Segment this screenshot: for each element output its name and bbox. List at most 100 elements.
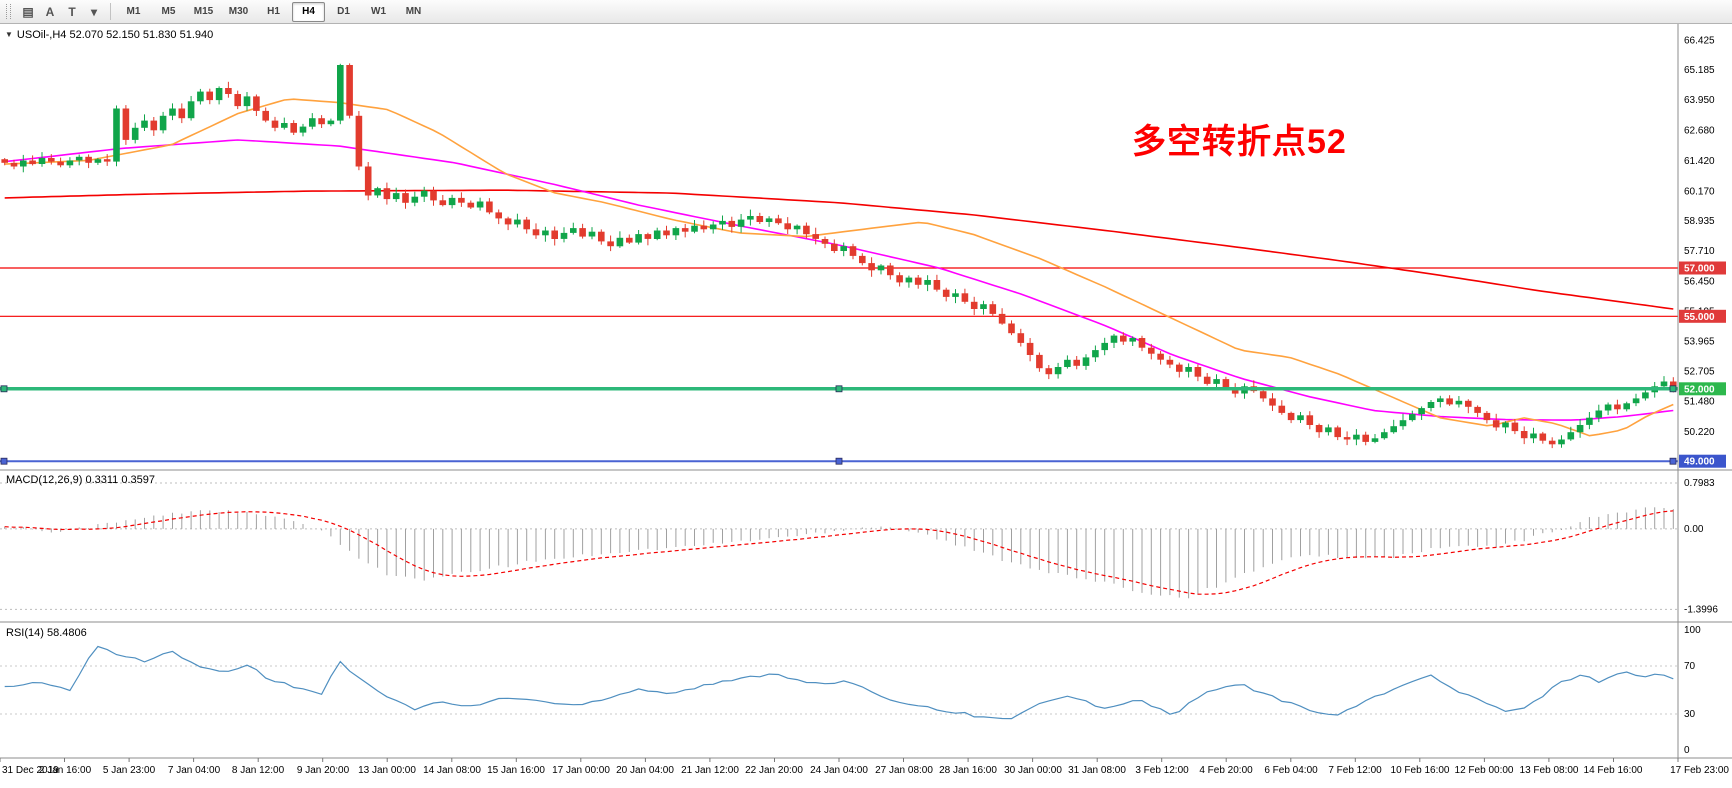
line-handle — [1669, 385, 1677, 393]
svg-text:52.000: 52.000 — [1684, 384, 1715, 395]
price-badge-52.000: 52.000 — [1679, 382, 1726, 396]
svg-text:61.420: 61.420 — [1684, 156, 1715, 167]
chart-annotation-text: 多空转折点52 — [1132, 123, 1347, 161]
svg-text:12 Feb 00:00: 12 Feb 00:00 — [1455, 765, 1514, 776]
toolbar-grip[interactable] — [6, 4, 11, 19]
toolbar-icons: ▤ A T ▾ — [17, 2, 105, 21]
timeframe-button-h1[interactable]: H1 — [267, 6, 280, 17]
svg-text:60.170: 60.170 — [1684, 186, 1715, 197]
svg-text:65.185: 65.185 — [1684, 65, 1715, 76]
svg-text:-1.3996: -1.3996 — [1684, 604, 1718, 615]
timeframe-button-m30[interactable]: M30 — [228, 6, 249, 17]
annotate-text-icon[interactable]: T — [68, 4, 76, 19]
main-toolbar: ▤ A T ▾ M1 M5 M15 M30 H1 H4 D1 W1 MN — [0, 0, 1732, 24]
svg-text:21 Jan 12:00: 21 Jan 12:00 — [681, 765, 739, 776]
svg-text:15 Jan 16:00: 15 Jan 16:00 — [487, 765, 545, 776]
charts-grid-icon[interactable]: ▤ — [22, 4, 34, 19]
timeframe-button-d1[interactable]: D1 — [337, 6, 350, 17]
one-click-trading-icon[interactable]: ▼ — [5, 30, 13, 39]
timeframe-toolbar: M1 M5 M15 M30 H1 H4 D1 W1 MN — [116, 1, 431, 22]
svg-text:0: 0 — [1684, 745, 1690, 756]
svg-text:0.00: 0.00 — [1684, 524, 1704, 535]
timeframe-button-w1[interactable]: W1 — [371, 6, 386, 17]
svg-text:27 Jan 08:00: 27 Jan 08:00 — [875, 765, 933, 776]
timeframe-button-m5[interactable]: M5 — [161, 6, 176, 17]
hline-group-red[interactable] — [0, 267, 1678, 317]
svg-text:49.000: 49.000 — [1684, 457, 1715, 468]
chart-title-text: USOil-,H4 52.070 52.150 51.830 51.940 — [16, 29, 214, 41]
svg-text:20 Jan 04:00: 20 Jan 04:00 — [616, 765, 674, 776]
cursor-text-icon[interactable]: A — [45, 4, 55, 19]
svg-text:7 Jan 04:00: 7 Jan 04:00 — [168, 765, 221, 776]
line-handle — [1669, 457, 1677, 465]
svg-text:22 Jan 20:00: 22 Jan 20:00 — [745, 765, 803, 776]
rsi-panel — [0, 645, 1678, 720]
template-dropdown-icon[interactable]: ▾ — [90, 4, 98, 19]
timeframe-button-mn[interactable]: MN — [405, 6, 422, 17]
svg-text:55.000: 55.000 — [1684, 312, 1715, 323]
toolbar-separator — [110, 3, 111, 20]
line-handle — [0, 385, 8, 393]
line-handle — [835, 385, 843, 393]
svg-text:6 Feb 04:00: 6 Feb 04:00 — [1264, 765, 1318, 776]
line-handle — [835, 457, 843, 465]
rsi-axis[interactable]: 100 70 30 0 — [1684, 625, 1701, 756]
svg-text:30 Jan 00:00: 30 Jan 00:00 — [1004, 765, 1062, 776]
svg-text:50.220: 50.220 — [1684, 427, 1715, 438]
svg-text:57.710: 57.710 — [1684, 246, 1715, 257]
svg-text:58.935: 58.935 — [1684, 216, 1715, 227]
price-badge-57.000: 57.000 — [1679, 261, 1726, 275]
macd-panel — [0, 482, 1678, 610]
hline-49.000[interactable] — [0, 457, 1678, 465]
svg-text:28 Jan 16:00: 28 Jan 16:00 — [939, 765, 997, 776]
timeframe-button-h4[interactable]: H4 — [292, 1, 325, 22]
svg-text:2 Jan 16:00: 2 Jan 16:00 — [39, 765, 92, 776]
ma-slow-red — [4, 189, 1674, 310]
ma-medium-magenta — [4, 139, 1674, 421]
svg-text:13 Jan 00:00: 13 Jan 00:00 — [358, 765, 416, 776]
svg-text:8 Jan 12:00: 8 Jan 12:00 — [232, 765, 285, 776]
svg-text:100: 100 — [1684, 625, 1701, 636]
panel-separators[interactable] — [0, 469, 1732, 759]
macd-axis[interactable]: 0.7983 0.00 -1.3996 — [1684, 478, 1718, 615]
svg-text:31 Jan 08:00: 31 Jan 08:00 — [1068, 765, 1126, 776]
svg-text:62.680: 62.680 — [1684, 126, 1715, 137]
svg-text:4 Feb 20:00: 4 Feb 20:00 — [1199, 765, 1253, 776]
ma-fast-orange — [4, 98, 1674, 437]
rsi-indicator-label: RSI(14) 58.4806 — [6, 627, 87, 639]
price-badge-49.000: 49.000 — [1679, 454, 1726, 468]
price-badge-55.000: 55.000 — [1679, 309, 1726, 323]
svg-text:66.425: 66.425 — [1684, 35, 1715, 46]
svg-text:56.450: 56.450 — [1684, 276, 1715, 287]
candles — [1, 63, 1677, 449]
svg-text:9 Jan 20:00: 9 Jan 20:00 — [297, 765, 350, 776]
svg-text:5 Jan 23:00: 5 Jan 23:00 — [103, 765, 156, 776]
svg-text:3 Feb 12:00: 3 Feb 12:00 — [1135, 765, 1189, 776]
svg-text:17 Feb 23:00: 17 Feb 23:00 — [1670, 765, 1729, 776]
svg-text:53.965: 53.965 — [1684, 336, 1715, 347]
svg-text:63.950: 63.950 — [1684, 95, 1715, 106]
svg-text:24 Jan 04:00: 24 Jan 04:00 — [810, 765, 868, 776]
svg-text:0.7983: 0.7983 — [1684, 478, 1715, 489]
svg-text:51.480: 51.480 — [1684, 396, 1715, 407]
macd-indicator-label: MACD(12,26,9) 0.3311 0.3597 — [6, 474, 155, 486]
timeframe-button-m1[interactable]: M1 — [126, 6, 141, 17]
svg-text:31 Dec 2019: 31 Dec 2019 — [2, 765, 59, 776]
svg-text:30: 30 — [1684, 709, 1696, 720]
svg-text:7 Feb 12:00: 7 Feb 12:00 — [1328, 765, 1382, 776]
rsi-line — [4, 645, 1674, 720]
timeframe-button-m15[interactable]: M15 — [193, 6, 214, 17]
svg-text:17 Jan 00:00: 17 Jan 00:00 — [552, 765, 610, 776]
svg-text:14 Feb 16:00: 14 Feb 16:00 — [1584, 765, 1643, 776]
svg-text:13 Feb 08:00: 13 Feb 08:00 — [1520, 765, 1579, 776]
svg-text:57.000: 57.000 — [1684, 264, 1715, 275]
macd-signal-line — [4, 510, 1674, 595]
svg-text:14 Jan 08:00: 14 Jan 08:00 — [423, 765, 481, 776]
svg-text:52.705: 52.705 — [1684, 367, 1715, 378]
svg-text:70: 70 — [1684, 661, 1696, 672]
svg-text:10 Feb 16:00: 10 Feb 16:00 — [1391, 765, 1450, 776]
hline-52.000[interactable] — [0, 385, 1678, 393]
chart-title: ▼ USOil-,H4 52.070 52.150 51.830 51.940 — [5, 29, 213, 41]
